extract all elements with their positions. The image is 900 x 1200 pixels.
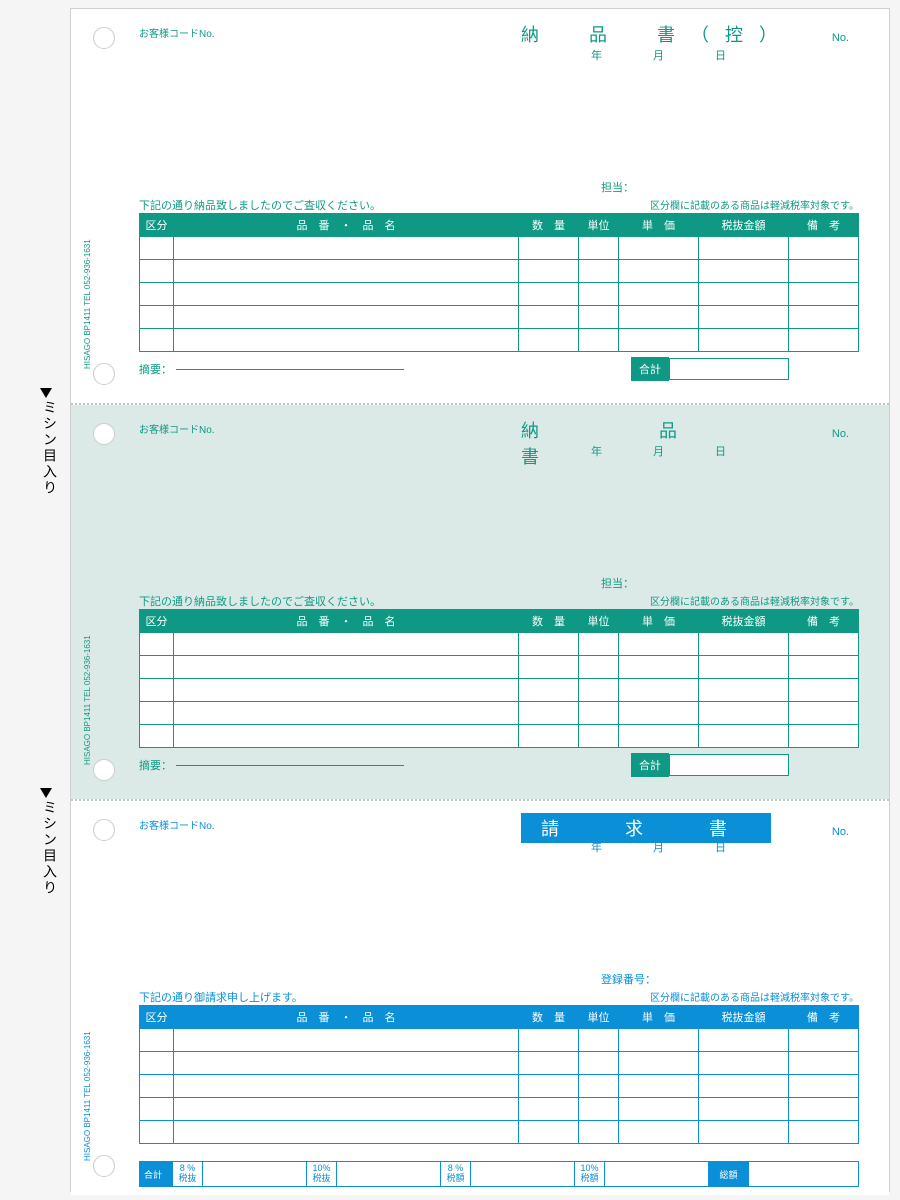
- table-row: [140, 633, 859, 656]
- summary-underline: [176, 765, 404, 766]
- table-row: [140, 1121, 859, 1144]
- col-product: 品 番 ・ 品 名: [174, 214, 519, 237]
- line-items-table: 区分 品 番 ・ 品 名 数 量 単位 単 価 税抜金額 備 考: [139, 609, 859, 748]
- col-remarks: 備 考: [789, 610, 859, 633]
- manufacturer-info: HISAGO BP1411 TEL 052-936-1631: [83, 1031, 92, 1161]
- table-row: [140, 260, 859, 283]
- customer-code-label: お客様コードNo.: [139, 817, 215, 832]
- punch-hole-icon: [93, 27, 115, 49]
- punch-hole-icon: [93, 819, 115, 841]
- tax-note: 区分欄に記載のある商品は軽減税率対象です。: [650, 593, 859, 608]
- instruction-text: 下記の通り御請求申し上げます。: [139, 989, 303, 1005]
- col-unit: 単位: [579, 214, 619, 237]
- grand-total-amount: [749, 1161, 859, 1187]
- person-in-charge-label: 担当：: [601, 179, 634, 195]
- manufacturer-info: HISAGO BP1411 TEL 052-936-1631: [83, 239, 92, 369]
- total-label: 合計: [631, 357, 669, 381]
- table-row: [140, 679, 859, 702]
- col-remarks: 備 考: [789, 214, 859, 237]
- punch-hole-icon: [93, 423, 115, 445]
- summary-underline: [176, 369, 404, 370]
- date-labels: 年 月 日: [591, 47, 746, 63]
- person-in-charge-label: 担当：: [601, 575, 634, 591]
- punch-hole-icon: [93, 363, 115, 385]
- table-row: [140, 283, 859, 306]
- col-remarks: 備 考: [789, 1006, 859, 1029]
- summary-label: 摘要：: [139, 757, 172, 773]
- col-qty: 数 量: [519, 1006, 579, 1029]
- tax-10-exclusive-amount: [337, 1161, 441, 1187]
- col-price: 単 価: [619, 1006, 699, 1029]
- total-box: [669, 754, 789, 776]
- punch-hole-icon: [93, 1155, 115, 1177]
- col-unit: 単位: [579, 1006, 619, 1029]
- col-amount: 税抜金額: [699, 1006, 789, 1029]
- tax-10-amount-label: 10% 税額: [575, 1161, 605, 1187]
- col-division: 区分: [140, 1006, 174, 1029]
- col-division: 区分: [140, 610, 174, 633]
- registration-number-label: 登録番号：: [601, 971, 656, 987]
- tax-8-amount: [471, 1161, 575, 1187]
- line-items-table: 区分 品 番 ・ 品 名 数 量 単位 単 価 税抜金額 備 考: [139, 1005, 859, 1144]
- instruction-text: 下記の通り納品致しましたのでご査収ください。: [139, 197, 381, 213]
- table-row: [140, 306, 859, 329]
- total-box: [669, 358, 789, 380]
- date-labels: 年 月 日: [591, 443, 746, 459]
- table-row: [140, 725, 859, 748]
- col-unit: 単位: [579, 610, 619, 633]
- grand-total-label: 総額: [709, 1161, 749, 1187]
- tax-8-amount-label: 8 % 税額: [441, 1161, 471, 1187]
- form-page: HISAGO BP1411 TEL 052-936-1631 お客様コードNo.…: [70, 8, 890, 1192]
- perforation-label: ミシン目入り: [40, 800, 60, 896]
- tax-rate-8: 8 % 税抜: [173, 1161, 203, 1187]
- table-row: [140, 702, 859, 725]
- section-title: 納 品 書（控）: [521, 21, 793, 47]
- col-amount: 税抜金額: [699, 610, 789, 633]
- tax-8-exclusive-amount: [203, 1161, 307, 1187]
- total-label: 合計: [631, 753, 669, 777]
- table-row: [140, 329, 859, 352]
- perforation-arrow: [40, 788, 52, 798]
- tax-10-amount: [605, 1161, 709, 1187]
- col-qty: 数 量: [519, 610, 579, 633]
- tax-total-label: 合計: [139, 1161, 173, 1187]
- col-product: 品 番 ・ 品 名: [174, 1006, 519, 1029]
- manufacturer-info: HISAGO BP1411 TEL 052-936-1631: [83, 635, 92, 765]
- instruction-text: 下記の通り納品致しましたのでご査収ください。: [139, 593, 381, 609]
- number-label: No.: [832, 826, 849, 838]
- tax-footer: 合計 8 % 税抜 10% 税抜 8 % 税額 10% 税額 総額: [139, 1161, 859, 1187]
- col-price: 単 価: [619, 610, 699, 633]
- table-row: [140, 1029, 859, 1052]
- tax-rate-10: 10% 税抜: [307, 1161, 337, 1187]
- table-row: [140, 237, 859, 260]
- tax-note: 区分欄に記載のある商品は軽減税率対象です。: [650, 197, 859, 212]
- number-label: No.: [832, 428, 849, 440]
- customer-code-label: お客様コードNo.: [139, 421, 215, 436]
- punch-hole-icon: [93, 759, 115, 781]
- delivery-slip-section: HISAGO BP1411 TEL 052-936-1631 お客様コードNo.…: [71, 405, 889, 799]
- number-label: No.: [832, 32, 849, 44]
- perforation-arrow: [40, 388, 52, 398]
- customer-code-label: お客様コードNo.: [139, 25, 215, 40]
- table-row: [140, 1075, 859, 1098]
- tax-note: 区分欄に記載のある商品は軽減税率対象です。: [650, 989, 859, 1004]
- invoice-section: HISAGO BP1411 TEL 052-936-1631 お客様コードNo.…: [71, 801, 889, 1195]
- col-qty: 数 量: [519, 214, 579, 237]
- table-row: [140, 1098, 859, 1121]
- perforation-label: ミシン目入り: [40, 400, 60, 496]
- line-items-table: 区分 品 番 ・ 品 名 数 量 単位 単 価 税抜金額 備 考: [139, 213, 859, 352]
- col-product: 品 番 ・ 品 名: [174, 610, 519, 633]
- table-row: [140, 656, 859, 679]
- summary-label: 摘要：: [139, 361, 172, 377]
- col-amount: 税抜金額: [699, 214, 789, 237]
- date-labels: 年 月 日: [591, 839, 746, 855]
- table-row: [140, 1052, 859, 1075]
- col-price: 単 価: [619, 214, 699, 237]
- delivery-slip-copy-section: HISAGO BP1411 TEL 052-936-1631 お客様コードNo.…: [71, 9, 889, 403]
- col-division: 区分: [140, 214, 174, 237]
